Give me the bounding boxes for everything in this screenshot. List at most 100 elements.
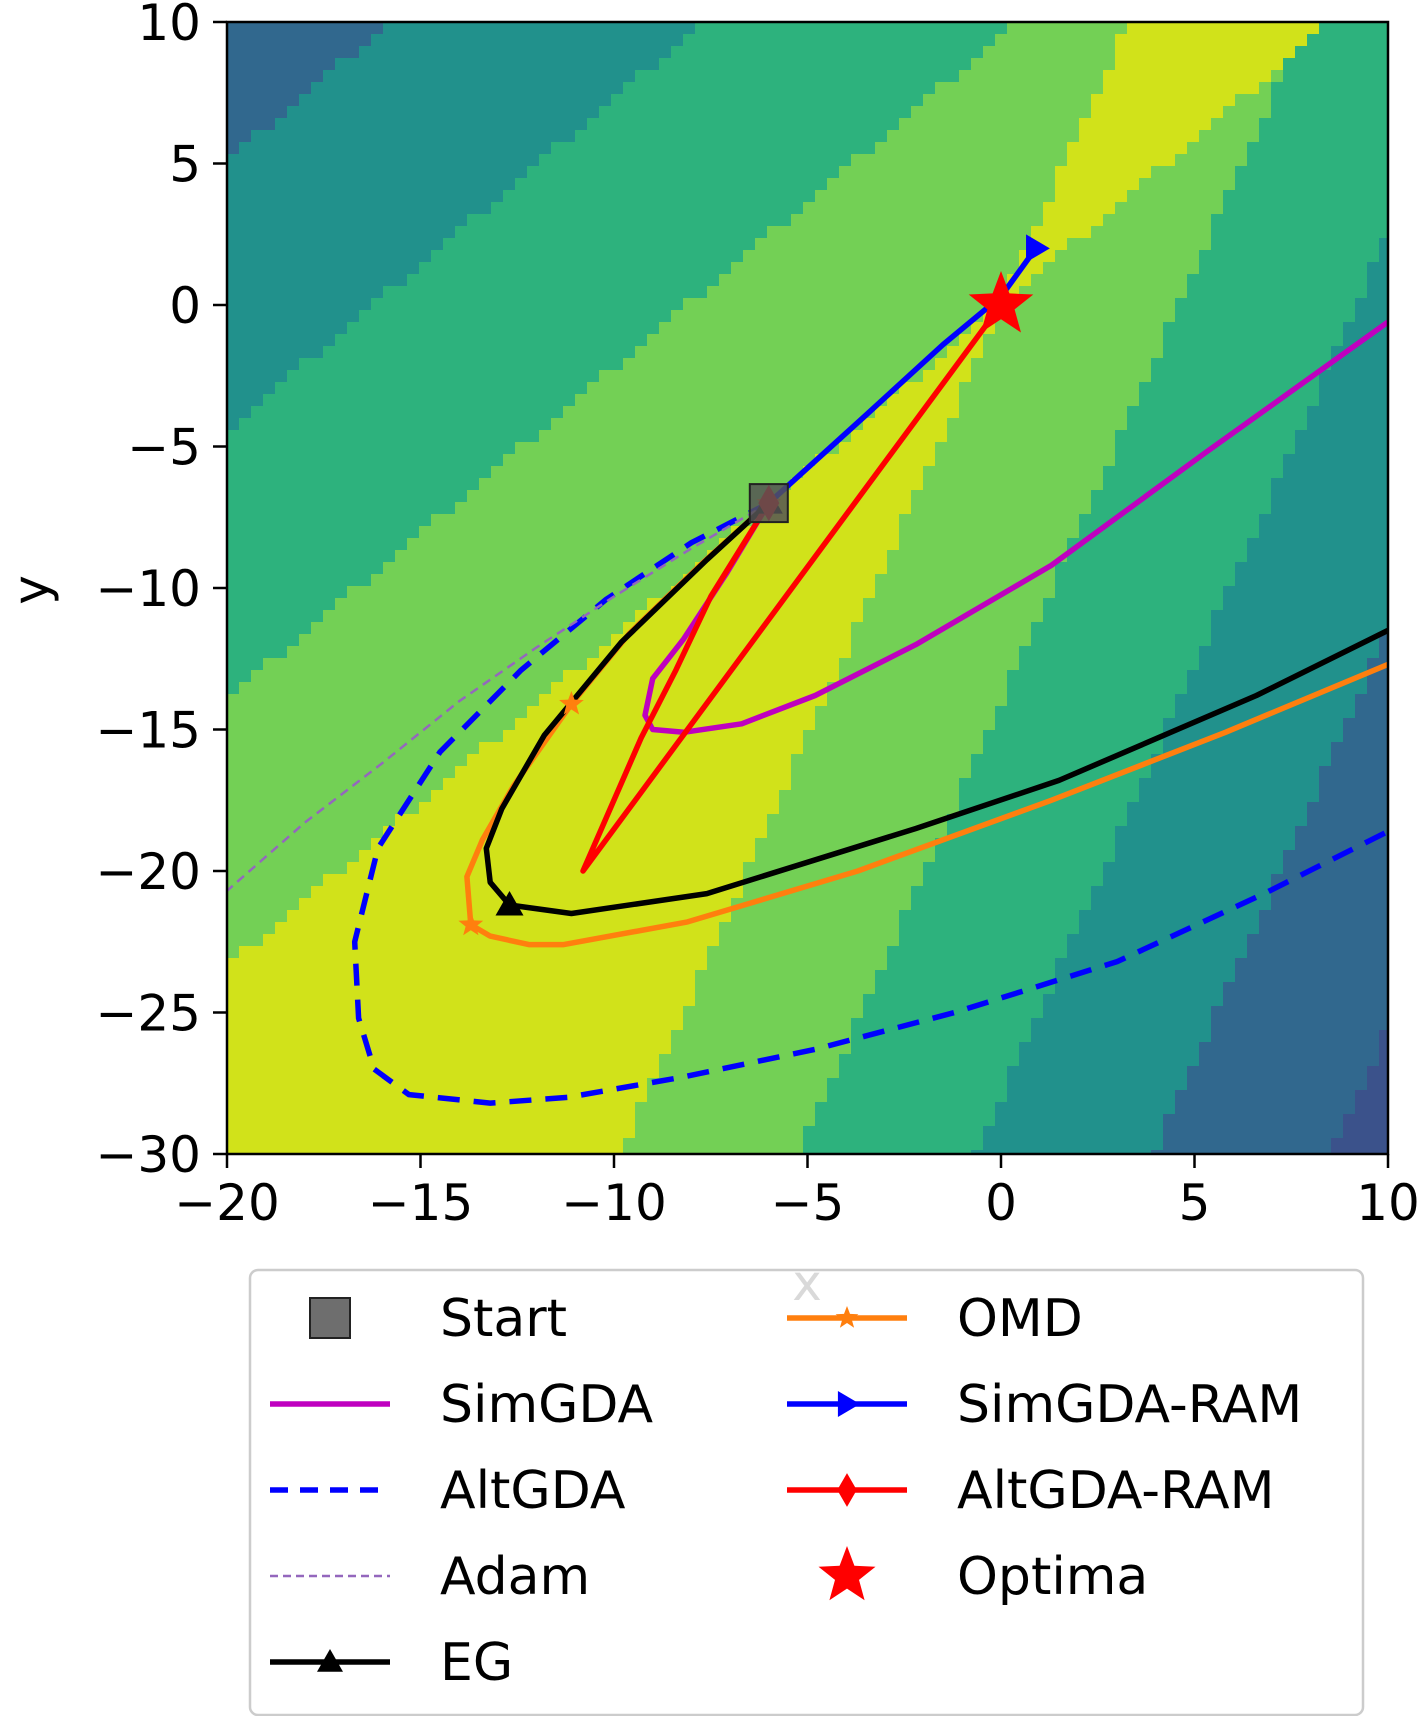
contour-cell xyxy=(731,250,744,263)
contour-cell xyxy=(563,310,576,323)
contour-cell xyxy=(227,1090,240,1103)
contour-cell xyxy=(467,82,480,95)
contour-cell xyxy=(719,958,732,971)
contour-cell xyxy=(563,394,576,407)
contour-cell xyxy=(407,646,420,659)
contour-cell xyxy=(563,214,576,227)
contour-cell xyxy=(359,262,372,275)
contour-cell xyxy=(575,466,588,479)
contour-cell xyxy=(767,370,780,383)
contour-cell xyxy=(431,778,444,791)
contour-cell xyxy=(767,1114,780,1127)
contour-cell xyxy=(395,946,408,959)
contour-cell xyxy=(635,886,648,899)
contour-cell xyxy=(815,1042,828,1055)
contour-cell xyxy=(695,490,708,503)
contour-cell xyxy=(731,406,744,419)
contour-cell xyxy=(779,634,792,647)
contour-cell xyxy=(683,610,696,623)
contour-cell xyxy=(755,202,768,215)
contour-cell xyxy=(359,490,372,503)
contour-cell xyxy=(659,1006,672,1019)
contour-cell xyxy=(347,898,360,911)
contour-cell xyxy=(323,1114,336,1127)
contour-cell xyxy=(815,118,828,131)
contour-cell xyxy=(635,178,648,191)
contour-cell xyxy=(647,790,660,803)
contour-cell xyxy=(743,742,756,755)
contour-cell xyxy=(707,514,720,527)
contour-cell xyxy=(503,514,516,527)
contour-cell xyxy=(659,1018,672,1031)
contour-cell xyxy=(791,514,804,527)
contour-cell xyxy=(311,106,324,119)
contour-cell xyxy=(839,1078,852,1091)
contour-cell xyxy=(719,418,732,431)
contour-cell xyxy=(827,646,840,659)
contour-cell xyxy=(671,694,684,707)
contour-cell xyxy=(695,166,708,179)
contour-cell xyxy=(839,490,852,503)
contour-cell xyxy=(311,922,324,935)
contour-cell xyxy=(419,1030,432,1043)
contour-cell xyxy=(419,838,432,851)
contour-cell xyxy=(803,34,816,47)
contour-cell xyxy=(803,742,816,755)
contour-cell xyxy=(587,58,600,71)
contour-cell xyxy=(551,490,564,503)
contour-cell xyxy=(803,478,816,491)
contour-cell xyxy=(839,1006,852,1019)
contour-cell xyxy=(527,598,540,611)
contour-cell xyxy=(323,70,336,83)
contour-cell xyxy=(263,778,276,791)
contour-cell xyxy=(347,70,360,83)
contour-cell xyxy=(695,1078,708,1091)
contour-cell xyxy=(287,238,300,251)
contour-cell xyxy=(299,886,312,899)
contour-cell xyxy=(287,982,300,995)
contour-cell xyxy=(719,646,732,659)
contour-cell xyxy=(443,634,456,647)
contour-cell xyxy=(671,118,684,131)
contour-cell xyxy=(227,1030,240,1043)
contour-cell xyxy=(527,490,540,503)
contour-cell xyxy=(755,778,768,791)
contour-cell xyxy=(599,454,612,467)
contour-cell xyxy=(827,562,840,575)
contour-cell xyxy=(575,598,588,611)
contour-cell xyxy=(815,190,828,203)
contour-cell xyxy=(527,1066,540,1079)
contour-cell xyxy=(623,142,636,155)
contour-cell xyxy=(275,1078,288,1091)
contour-cell xyxy=(455,850,468,863)
contour-cell xyxy=(611,454,624,467)
contour-cell xyxy=(395,1078,408,1091)
contour-cell xyxy=(563,346,576,359)
contour-cell xyxy=(467,826,480,839)
contour-cell xyxy=(815,622,828,635)
contour-cell xyxy=(647,466,660,479)
contour-cell xyxy=(383,166,396,179)
contour-cell xyxy=(395,58,408,71)
contour-cell xyxy=(371,214,384,227)
contour-cell xyxy=(755,370,768,383)
contour-cell xyxy=(239,970,252,983)
contour-cell xyxy=(815,358,828,371)
contour-cell xyxy=(587,754,600,767)
contour-cell xyxy=(251,610,264,623)
contour-cell xyxy=(455,1030,468,1043)
contour-cell xyxy=(335,730,348,743)
contour-cell xyxy=(467,130,480,143)
contour-cell xyxy=(647,202,660,215)
contour-cell xyxy=(383,286,396,299)
contour-cell xyxy=(599,754,612,767)
contour-cell xyxy=(767,850,780,863)
contour-cell xyxy=(767,682,780,695)
contour-cell xyxy=(419,106,432,119)
contour-cell xyxy=(695,418,708,431)
contour-cell xyxy=(563,658,576,671)
contour-cell xyxy=(431,58,444,71)
contour-cell xyxy=(467,790,480,803)
contour-cell xyxy=(791,286,804,299)
contour-cell xyxy=(311,1066,324,1079)
